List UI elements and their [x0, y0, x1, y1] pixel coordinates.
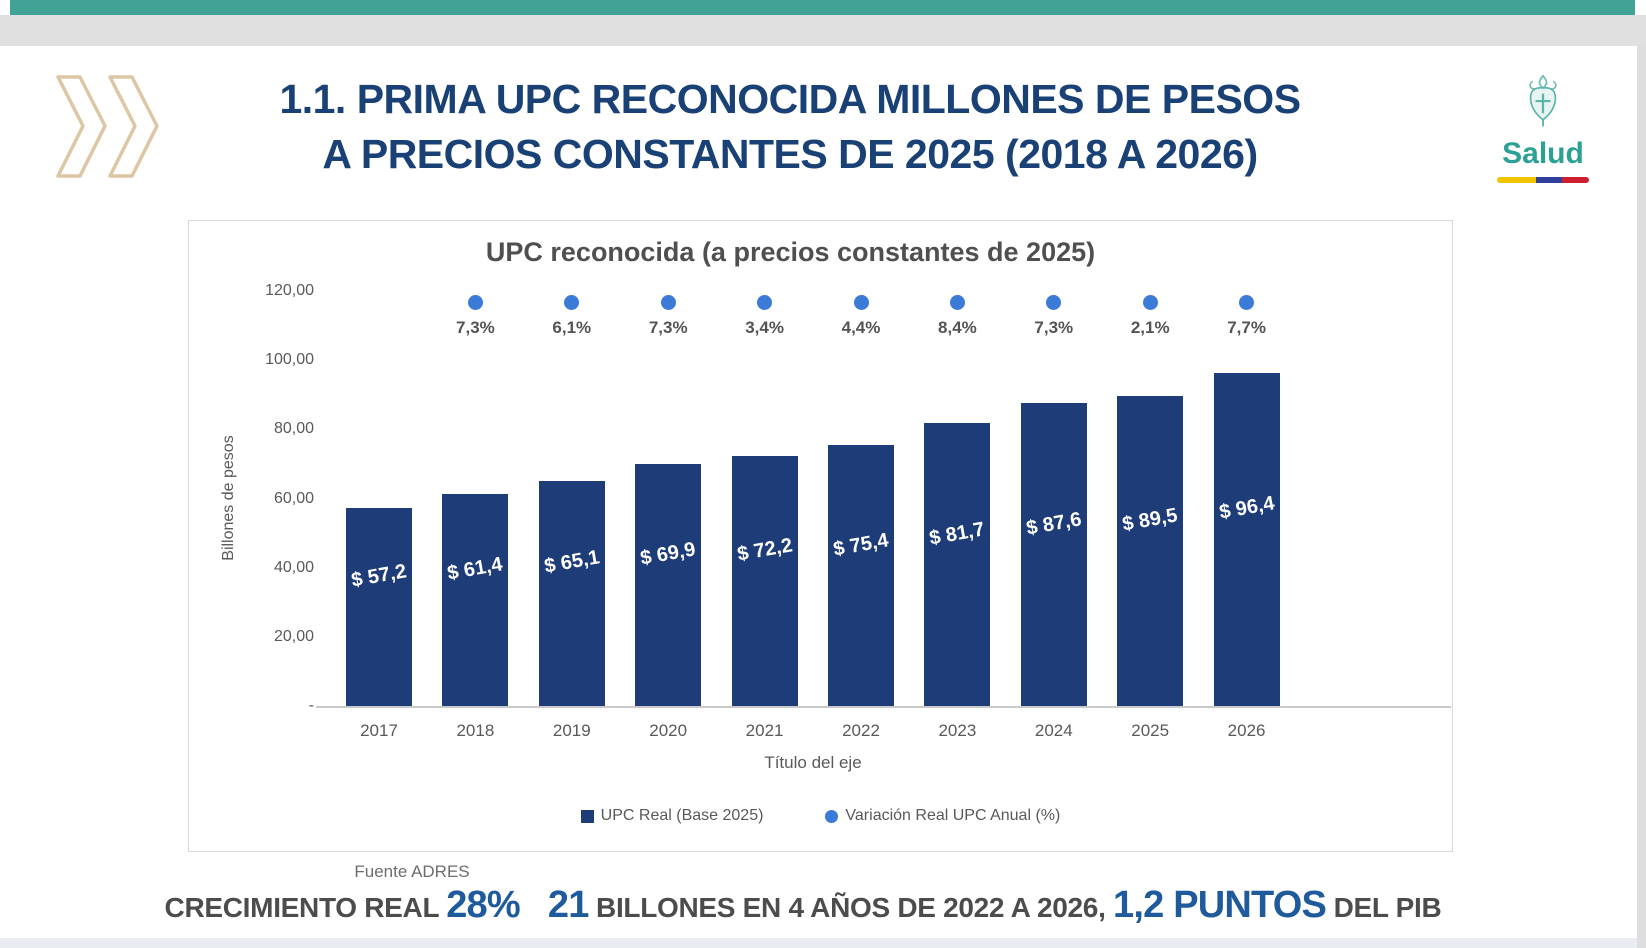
slide-title-line1: 1.1. PRIMA UPC RECONOCIDA MILLONES DE PE… [279, 76, 1301, 122]
x-tick-label: 2021 [745, 721, 784, 740]
x-tick-label: 2025 [1131, 721, 1170, 740]
variation-label: 8,4% [938, 318, 977, 337]
summary-highlight: 21 [547, 884, 589, 926]
bar-2018 [442, 493, 509, 706]
top-accent-bar [10, 0, 1635, 15]
variation-dot [1142, 294, 1158, 310]
variation-label: 2,1% [1130, 318, 1170, 337]
x-tick-label: 2023 [938, 721, 977, 740]
chart-title: UPC reconocida (a precios constantes de … [485, 237, 1096, 267]
bottom-gutter [0, 938, 1637, 948]
x-tick-label: 2019 [552, 721, 591, 740]
summary-line: CRECIMIENTO REAL 28% 21 BILLONES EN 4 AÑO… [30, 884, 1576, 927]
slide-title: 1.1. PRIMA UPC RECONOCIDA MILLONES DE PE… [0, 72, 1580, 181]
bar-2023 [924, 423, 991, 706]
colombia-flag-bar [1497, 177, 1589, 183]
variation-dot [949, 294, 965, 310]
x-tick-label: 2022 [842, 721, 880, 740]
slide-title-line2: A PRECIOS CONSTANTES DE 2025 (2018 A 202… [322, 130, 1258, 177]
summary-text: BILLONES EN 4 AÑOS DE 2022 A 2026, [588, 892, 1114, 923]
variation-dot [1239, 294, 1255, 310]
summary-text: CRECIMIENTO REAL [164, 892, 447, 923]
y-tick-label: 100,00 [265, 351, 314, 369]
x-axis-line [316, 706, 1451, 708]
legend-circle-marker [825, 809, 839, 823]
variation-label: 7,3% [1034, 318, 1074, 337]
variation-label: 7,3% [456, 318, 495, 337]
bar-2025 [1117, 396, 1184, 706]
right-gutter [1637, 46, 1646, 948]
variation-label: 3,4% [745, 318, 784, 337]
bar-2019 [538, 480, 605, 706]
y-tick-label: 40,00 [273, 558, 314, 576]
variation-label: 6,1% [552, 318, 592, 337]
variation-label: 4,4% [841, 318, 881, 337]
bar-2022 [828, 445, 894, 706]
flag-stripe [1535, 177, 1563, 183]
ministry-crest-icon [1529, 74, 1557, 127]
variation-dot [467, 294, 483, 310]
legend-item: Variación Real UPC Anual (%) [825, 807, 1060, 825]
flag-stripe [1562, 177, 1589, 183]
chart-legend: UPC Real (Base 2025) Variación Real UPC A… [189, 807, 1452, 825]
summary-highlight: 1,2 PUNTOS [1113, 884, 1327, 926]
bar-2017 [346, 508, 412, 706]
y-tick-label: 20,00 [273, 627, 314, 645]
bar-2024 [1020, 403, 1087, 706]
legend-label: UPC Real (Base 2025) [600, 807, 764, 824]
x-axis-title: Título del eje [764, 753, 862, 772]
y-tick-label: 60,00 [273, 489, 314, 507]
variation-dot [1046, 294, 1062, 310]
variation-dot [853, 294, 869, 310]
x-tick-label: 2024 [1034, 721, 1073, 740]
chart-panel: UPC reconocida (a precios constantes de … [188, 220, 1453, 852]
x-tick-label: 2017 [360, 721, 398, 740]
bar-2020 [635, 464, 702, 706]
source-note: Fuente ADRES [354, 862, 470, 881]
summary-text: DEL PIB [1326, 892, 1442, 923]
bar-2026 [1213, 372, 1280, 706]
top-gray-strip [0, 15, 1646, 46]
summary-highlight: 28% [446, 884, 520, 926]
salud-logo: Salud [1487, 72, 1599, 183]
x-tick-label: 2020 [649, 721, 688, 740]
y-tick-label: 120,00 [265, 282, 314, 299]
y-tick-label: 80,00 [273, 420, 314, 438]
legend-square-marker [580, 809, 594, 823]
flag-stripe [1497, 177, 1536, 183]
chevrons-icon [56, 75, 159, 178]
variation-label: 7,3% [648, 318, 688, 337]
legend-item: UPC Real (Base 2025) [580, 807, 764, 825]
y-tick-label: - [308, 697, 314, 714]
variation-dot [757, 294, 773, 310]
x-tick-label: 2026 [1227, 721, 1266, 740]
bar-2021 [731, 456, 798, 706]
variation-dot [564, 294, 580, 310]
variation-label: 7,7% [1227, 318, 1266, 337]
variation-dot [660, 294, 676, 310]
salud-logo-text: Salud [1502, 137, 1584, 170]
x-tick-label: 2018 [456, 721, 495, 740]
legend-label: Variación Real UPC Anual (%) [845, 807, 1061, 824]
